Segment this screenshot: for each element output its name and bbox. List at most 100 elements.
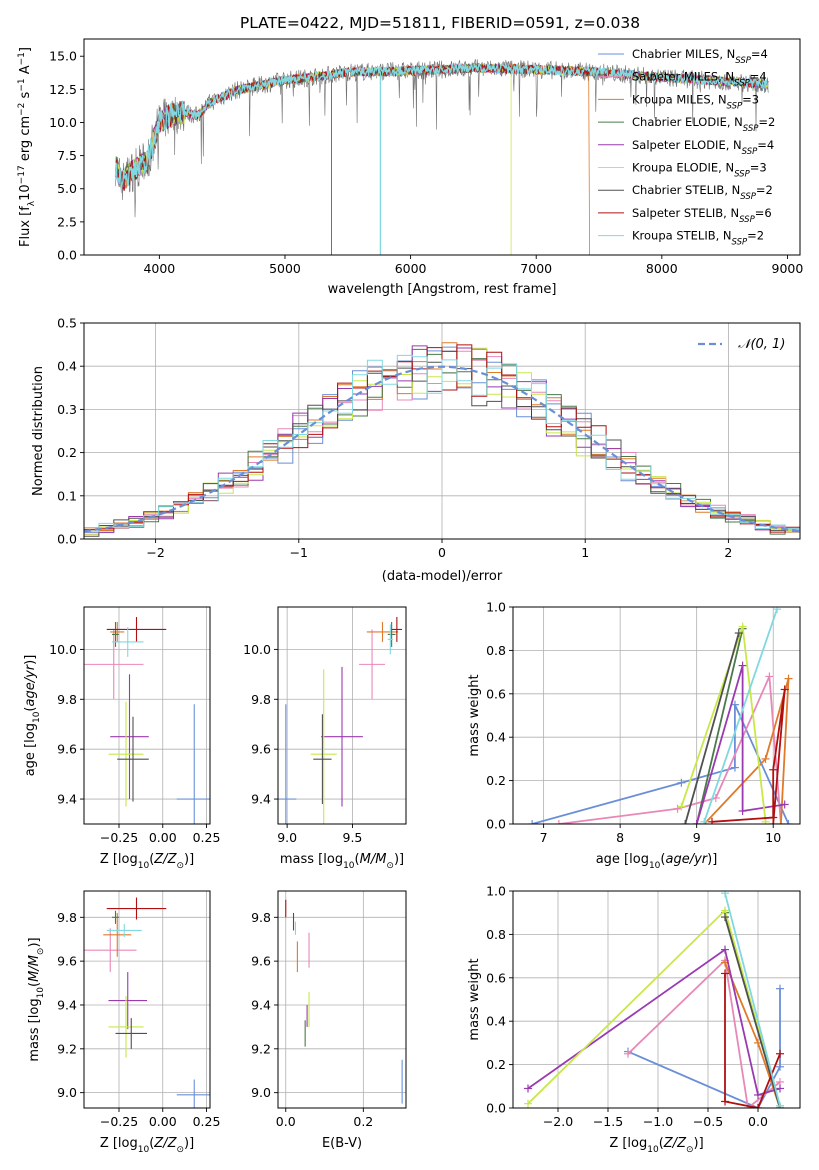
y-tick-label: 0.0 [486,1101,506,1116]
label-part: s [18,91,33,102]
x-tick-label: 7000 [520,261,552,276]
y-tick-label: 10.0 [49,642,77,657]
label-part: 10 [32,711,42,723]
weight-marker-salpeter_stelib [721,969,729,978]
model-spectrum-kroupa_stelib [114,62,769,255]
axes-frame [277,606,407,825]
label-part: Z/Z [663,1136,687,1151]
label-part: ( [23,707,38,712]
y-tick-label: 0.8 [486,643,506,658]
x-tick-label: 6000 [395,261,427,276]
label-part: ⊙ [386,861,394,871]
y-axis-label: age [log10(age/yr)] [23,655,42,777]
label-part: 10 [138,861,150,871]
weight-marker-salpeter_elodie [776,1084,784,1093]
y-tick-label: 9.6 [251,742,271,757]
y-axis-label: mass [log10(M/M⊙)] [27,937,46,1061]
label-part: 10 [647,1145,659,1155]
panel-age_vs_Z: −0.25 0.00 0.259.49.69.810.0Z [log10(Z/Z⊙)… [23,606,221,871]
x-tick-label: −1.5 [593,1114,623,1129]
legend-val: =2 [756,183,773,197]
label-part: ( [149,1136,154,1151]
errorbar-chabrier_miles [176,704,210,824]
weight-marker-salpeter_stelib [769,765,778,774]
y-tick-label: 9.2 [251,1041,271,1056]
legend-label-chabrier_miles: Chabrier MILES, NSSP=4 [632,47,768,66]
weight-marker-salpeter_elodie [721,945,729,954]
x-tick-label: 10 [765,830,781,845]
legend-val: =6 [755,206,772,220]
plot-area-age_vs_mass [278,616,403,824]
errorbar-salpeter_elodie [110,674,149,800]
y-tick-label: 9.4 [57,997,77,1012]
frame-spectrum: 4000 5000 6000 7000 8000 9000 0.0 2.5 5.0 7.5 10.0… [17,38,803,297]
x-tick-label: 0.00 [149,1114,177,1129]
weight-marker-salpeter_miles [673,804,682,813]
label-part: 10 [36,987,46,999]
errorbar-chabrier_elodie [112,910,119,924]
x-tick-label: 8 [616,830,624,845]
weight-line-salpeter_elodie [527,948,781,1097]
y-tick-label: 9.8 [57,910,77,925]
weight-marker-chabrier_stelib [721,913,729,922]
label-part: age/yr [665,852,708,867]
errorbar-salpeter_miles [84,629,144,700]
x-tick-label: 0.0 [748,1114,768,1129]
axes-frame [512,890,801,1109]
y-tick-label: 0.2 [486,1057,506,1072]
errorbar-salpeter_stelib [391,616,403,642]
y-tick-label: 9.4 [251,792,271,807]
label-part: −17 [17,165,27,184]
y-tick-label: 1.0 [486,884,506,899]
weight-marker-salpeter_stelib [754,1104,762,1108]
label-part: Z/Z [153,1136,177,1151]
y-axis-label: mass weight [467,674,482,756]
weight-marker-salpeter_miles [554,820,563,824]
plot-area-weight_vs_Z [524,891,784,1108]
frame-mass_vs_Z: −0.25 0.00 0.259.09.29.49.69.8Z [log10(Z/Z… [27,890,220,1155]
y-tick-label: 0.5 [57,316,77,331]
x-tick-label: 0.25 [193,830,221,845]
weight-marker-kroupa_stelib [776,1101,784,1108]
x-tick-label: 0.00 [149,830,177,845]
axes-frame [83,606,211,825]
y-tick-label: 0.0 [57,248,77,263]
y-tick-label: 9.6 [57,742,77,757]
y-tick-label: 0.1 [57,488,77,503]
legend-label-chabrier_elodie: Chabrier ELODIE, NSSP=2 [632,115,775,134]
legend-text: Salpeter ELODIE, N [632,138,742,152]
legend-sub: SSP [739,215,755,225]
errorbar-kroupa_stelib [387,624,393,655]
label-part: )] [184,1136,194,1151]
weight-line-chabrier_stelib [684,632,740,824]
y-tick-label: 9.4 [57,792,77,807]
legend-sub: SSP [727,101,743,111]
weight-marker-kroupa_elodie [761,817,770,824]
x-axis-label: Z [log10(Z/Z⊙)] [100,852,194,871]
legend-label-normal: 𝒩(0, 1) [738,337,785,352]
weight-marker-kroupa_miles [784,674,793,683]
weight-marker-salpeter_elodie [692,820,701,824]
x-tick-label: 9.0 [277,830,297,845]
axes-frame [512,606,801,825]
y-tick-label: 0.0 [57,532,77,547]
label-part: mass [log [27,998,42,1061]
x-tick-label: −1 [290,545,308,560]
errorbar-kroupa_stelib [112,626,144,657]
axes-frame [83,890,211,1109]
label-part: )] [694,1136,704,1151]
label-part: 10 [18,184,33,201]
y-tick-label: 9.8 [57,692,77,707]
legend-sub: SSP [734,170,750,180]
errorbar-chabrier_stelib [115,1018,147,1049]
errorbar-kroupa_elodie [108,996,144,1058]
weight-marker-chabrier_miles [677,778,686,787]
legend-val: =3 [742,92,759,106]
legend-label-chabrier_stelib: Chabrier STELIB, NSSP=2 [632,183,773,202]
weight-marker-salpeter_stelib [769,820,778,824]
weight-line-kroupa_miles [703,678,790,824]
label-part: 10 [138,1145,150,1155]
weight-marker-salpeter_elodie [738,661,747,670]
label-part: )] [23,655,38,665]
